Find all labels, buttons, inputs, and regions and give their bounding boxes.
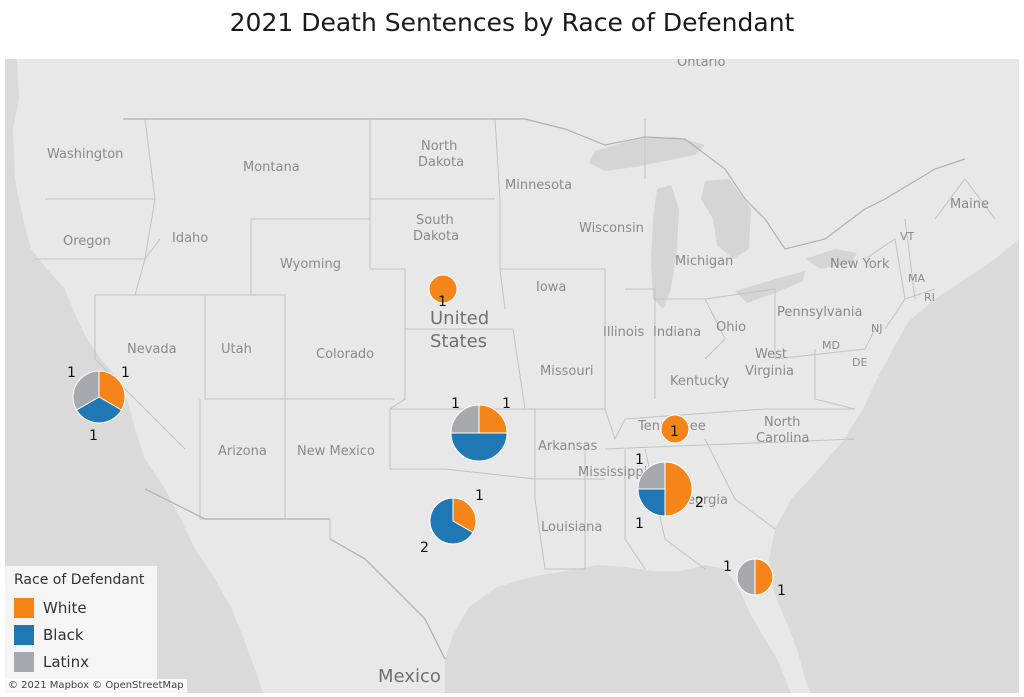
slice-latinx [637,461,666,490]
slice-latinx [736,558,756,596]
slice-latinx [450,404,480,434]
label-new-mexico: New Mexico [297,444,375,459]
label-montana: Montana [243,160,300,175]
value-label-black: 2 [420,540,429,556]
label-nevada: Nevada [127,342,177,357]
value-label-latinx: 1 [635,452,644,468]
label-missouri: Missouri [540,364,594,379]
slice-white [664,461,693,517]
label-north-carolina-2: Carolina [756,431,810,446]
lake-michigan [651,185,679,309]
pie-markers: 1 1 1 1 1 1 1 1 2 [67,274,786,599]
label-arkansas: Arkansas [538,439,597,454]
atlantic-ocean [769,239,1019,693]
value-label-black: 1 [635,516,644,532]
legend-label-latinx: Latinx [43,653,89,671]
label-west-virginia-1: West [755,347,787,362]
label-michigan: Michigan [675,254,733,269]
value-label-white: 1 [121,365,130,381]
value-label-white: 1 [475,488,484,504]
value-label-latinx: 1 [723,559,732,575]
slice-white [754,558,774,596]
label-south-dakota-1: South [416,213,454,228]
label-de: DE [852,356,867,369]
label-ontario: Ontario [677,59,725,70]
legend-label-white: White [43,599,87,617]
slice-black [637,488,666,517]
chart-title: 2021 Death Sentences by Race of Defendan… [229,8,795,37]
label-pennsylvania: Pennsylvania [777,305,862,320]
label-idaho: Idaho [172,231,208,246]
legend-swatch-black [14,625,34,645]
value-label-latinx: 1 [451,396,460,412]
label-md: MD [822,339,840,352]
label-oregon: Oregon [63,234,111,249]
country-borders [123,118,966,660]
label-iowa: Iowa [536,280,566,295]
value-label-black: 1 [89,428,98,444]
slice-white [478,404,508,434]
label-utah: Utah [221,342,252,357]
label-united-states-2: States [430,331,487,352]
slice-black [429,497,474,545]
label-mexico: Mexico [378,666,441,687]
label-colorado: Colorado [316,347,374,362]
slice-latinx [72,370,100,411]
gulf-of-mexico [445,565,791,693]
legend: Race of Defendant White Black Latinx [5,566,157,680]
pie-tennessee[interactable]: 1 [660,414,690,444]
label-minnesota: Minnesota [505,178,572,193]
lake-superior [589,137,705,171]
label-west-virginia-2: Virginia [745,364,794,379]
legend-label-black: Black [43,626,84,644]
label-washington: Washington [47,147,123,162]
lake-huron [701,179,751,259]
us-map: Ontario Washington Oregon Idaho Montana … [5,59,1019,693]
label-ri: RI [924,291,935,304]
label-indiana: Indiana [653,325,701,340]
value-label-white: 1 [777,583,786,599]
pie-florida[interactable]: 1 1 [723,558,786,599]
slice-white [660,414,690,444]
pie-nebraska[interactable]: 1 [428,274,458,310]
slice-black [75,396,123,424]
legend-title: Race of Defendant [14,572,145,588]
label-illinois: Illinois [603,325,644,340]
label-new-york: New York [830,257,890,272]
pie-california[interactable]: 1 1 1 [67,365,130,444]
legend-swatch-latinx [14,652,34,672]
slice-white [428,274,458,304]
lake-ontario [805,249,857,269]
lake-erie [735,271,805,303]
value-label: 1 [438,294,447,310]
pacific-ocean [5,59,263,693]
label-wisconsin: Wisconsin [579,221,644,236]
value-label: 1 [670,424,679,440]
pie-texas[interactable]: 1 2 [420,488,484,556]
label-vt: VT [900,230,915,243]
pie-oklahoma[interactable]: 1 1 [450,396,511,462]
value-label-latinx: 1 [67,365,76,381]
value-label-white: 1 [502,396,511,412]
label-south-dakota-2: Dakota [413,229,459,244]
label-mississippi: Mississippi [578,465,647,480]
legend-swatch-white [14,598,34,618]
slice-black [450,432,508,462]
label-kentucky: Kentucky [670,374,730,389]
pie-alabama[interactable]: 1 2 1 [635,452,704,532]
label-louisiana: Louisiana [541,520,602,535]
value-label-white: 2 [695,495,704,511]
map-attribution[interactable]: © 2021 Mapbox © OpenStreetMap [5,679,187,693]
label-wyoming: Wyoming [280,257,341,272]
label-arizona: Arizona [218,444,267,459]
label-north-carolina-1: North [764,415,800,430]
label-maine: Maine [950,197,989,212]
label-ma: MA [908,272,925,285]
label-north-dakota-2: Dakota [418,155,464,170]
label-ohio: Ohio [716,320,746,335]
label-united-states-1: United [430,308,489,329]
place-labels: Ontario Washington Oregon Idaho Montana … [47,59,989,687]
label-north-dakota-1: North [421,139,457,154]
label-nj: NJ [871,322,882,335]
